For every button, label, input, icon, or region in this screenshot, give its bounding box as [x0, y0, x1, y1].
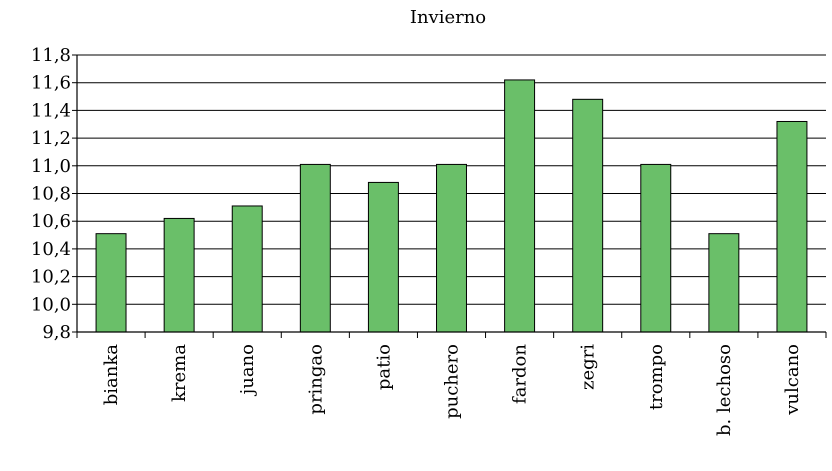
y-tick-label: 11,2	[31, 128, 71, 149]
bar-vulcano	[776, 120, 808, 333]
y-tick-label: 10,4	[31, 239, 71, 260]
x-tick-label: patio	[373, 344, 394, 390]
y-tick-labels: 9,8 10,0 10,2 10,4 10,6 10,8 11,0 11,2 11,4 11,6 1…	[31, 45, 71, 343]
y-tick-label: 11,6	[31, 73, 71, 94]
bar-b-lechoso	[708, 233, 740, 333]
bar-bianka	[95, 233, 127, 333]
bar-zegri	[572, 98, 604, 333]
y-tick-label: 11,4	[31, 100, 71, 121]
bar-juano	[231, 205, 263, 333]
bar-patio	[367, 181, 399, 333]
y-tick-label: 9,8	[42, 322, 71, 343]
bar-fardon	[504, 79, 536, 333]
chart-title: Invierno	[410, 7, 486, 28]
y-tick-label: 11,8	[31, 45, 71, 66]
y-tick-label: 10,2	[31, 267, 71, 288]
bar-puchero	[436, 163, 467, 333]
x-tick-label: juano	[237, 344, 258, 396]
bar-pringao	[299, 163, 331, 333]
bar-krema	[163, 217, 195, 333]
x-tick-label: puchero	[442, 344, 463, 419]
y-tick-label: 10,8	[31, 184, 71, 205]
y-tick-label: 10,6	[31, 211, 71, 232]
bars	[95, 79, 808, 333]
y-tick-label: 10,0	[31, 294, 71, 315]
x-tick-label: pringao	[305, 344, 326, 415]
x-tick-label: zegri	[578, 344, 599, 390]
axes	[72, 54, 827, 338]
x-tick-label: vulcano	[782, 344, 803, 416]
x-tick-label: bianka	[101, 344, 122, 406]
x-tick-labels: bianka krema juano pringao patio puchero fardo…	[101, 344, 803, 436]
x-tick-label: trompo	[646, 344, 667, 410]
y-tick-label: 11,0	[31, 156, 71, 177]
x-tick-label: fardon	[510, 344, 531, 404]
x-tick-label: b. lechoso	[714, 344, 735, 436]
x-tick-label: krema	[169, 344, 190, 402]
bar-trompo	[640, 163, 672, 333]
